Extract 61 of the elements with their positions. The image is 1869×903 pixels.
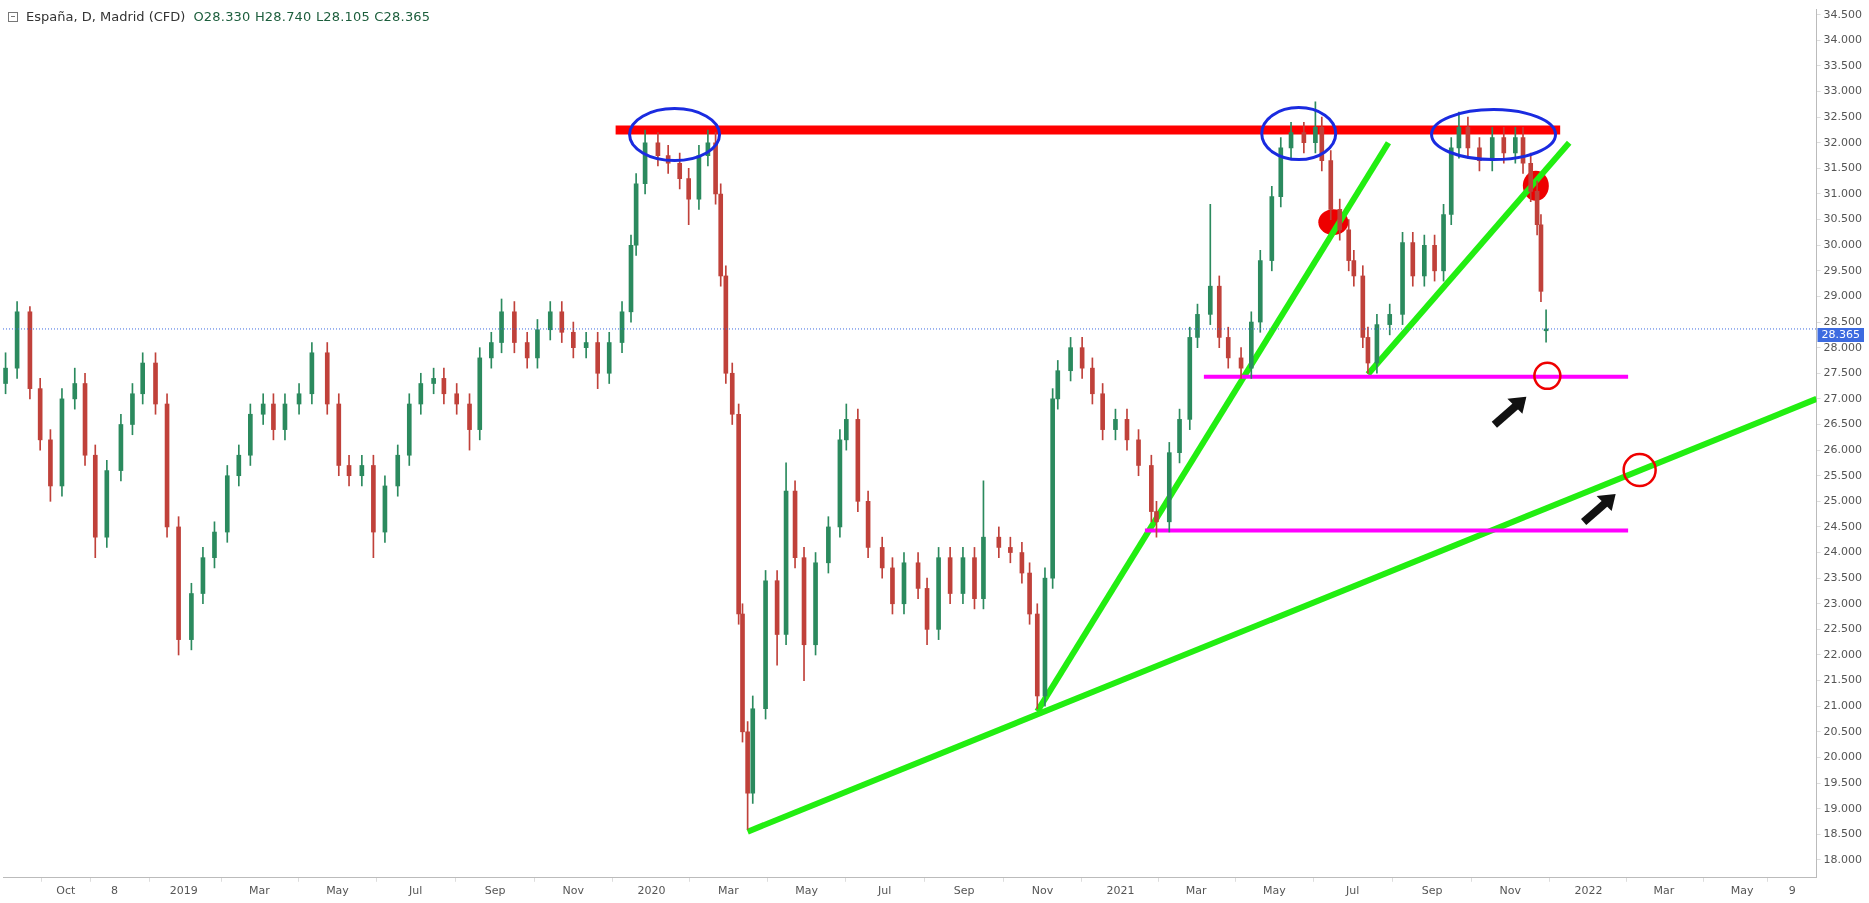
y-tick-label: 30.000 xyxy=(1823,238,1863,252)
y-tick-label: 31.000 xyxy=(1823,186,1863,200)
x-tick-label: May xyxy=(795,884,819,898)
y-tick-label: 18.000 xyxy=(1823,852,1863,866)
x-tick-label: 2021 xyxy=(1106,884,1135,898)
x-tick-label: Mar xyxy=(248,884,271,898)
y-tick-label: 28.500 xyxy=(1823,314,1863,328)
x-tick-label: Mar xyxy=(718,884,740,898)
y-tick-label: 27.500 xyxy=(1823,366,1863,380)
y-tick-label: 26.000 xyxy=(1823,442,1863,456)
x-tick-label: 8 xyxy=(111,884,118,898)
x-tick-label: May xyxy=(1730,884,1755,898)
y-tick-label: 20.000 xyxy=(1823,750,1863,764)
y-tick-label: 24.500 xyxy=(1823,519,1863,533)
ref-line-label: 28.365 xyxy=(1821,327,1861,341)
x-tick-label: 2019 xyxy=(169,884,198,898)
x-tick-label: May xyxy=(326,884,350,898)
x-tick-label: Jul xyxy=(1344,884,1360,898)
x-tick-label: Jul xyxy=(408,884,423,898)
x-tick-label: Mar xyxy=(1185,884,1208,898)
x-tick-label: 2022 xyxy=(1574,884,1603,898)
y-tick-label: 24.000 xyxy=(1823,545,1863,559)
y-tick-label: 20.500 xyxy=(1823,724,1863,738)
y-tick-label: 21.000 xyxy=(1823,699,1863,713)
y-tick-label: 21.500 xyxy=(1823,673,1863,687)
y-tick-label: 25.000 xyxy=(1823,494,1863,508)
y-tick-label: 29.500 xyxy=(1823,263,1863,277)
y-tick-label: 30.500 xyxy=(1823,212,1863,226)
x-tick-label: Nov xyxy=(1031,884,1054,898)
y-tick-label: 29.000 xyxy=(1823,289,1863,303)
x-tick-label: Jul xyxy=(877,884,892,898)
y-tick-label: 32.000 xyxy=(1823,135,1863,149)
y-tick-label: 19.500 xyxy=(1823,775,1863,789)
y-tick-label: 32.500 xyxy=(1823,110,1863,124)
y-tick-label: 25.500 xyxy=(1823,468,1863,482)
y-tick-label: 19.000 xyxy=(1823,801,1863,815)
y-tick-label: 18.500 xyxy=(1823,827,1863,841)
y-tick-label: 23.500 xyxy=(1823,571,1863,585)
x-tick-label: Mar xyxy=(1653,884,1675,898)
x-tick-label: Sep xyxy=(1421,884,1443,898)
y-tick-label: 22.000 xyxy=(1823,647,1863,661)
y-tick-label: 26.500 xyxy=(1823,417,1863,431)
y-tick-label: 34.000 xyxy=(1823,33,1863,47)
y-tick-label: 34.500 xyxy=(1823,7,1863,21)
y-tick-label: 31.500 xyxy=(1823,161,1863,175)
y-tick-label: 33.000 xyxy=(1823,84,1863,98)
x-tick-label: Nov xyxy=(1499,884,1522,898)
x-tick-label: 9 xyxy=(1788,884,1796,898)
x-tick-label: Nov xyxy=(562,884,585,898)
y-tick-label: 22.500 xyxy=(1823,622,1863,636)
y-tick-label: 28.000 xyxy=(1823,340,1863,354)
y-tick-label: 33.500 xyxy=(1823,58,1863,72)
annotation: O28.330 H28.740 L28.105 C28.365 xyxy=(193,9,431,24)
x-tick-label: Sep xyxy=(953,884,975,898)
y-tick-label: 27.000 xyxy=(1823,391,1863,405)
x-tick-label: Sep xyxy=(484,884,506,898)
x-tick-label: May xyxy=(1263,884,1287,898)
y-tick-label: 23.000 xyxy=(1823,596,1863,610)
chart-title: España, D, Madrid (CFD) xyxy=(26,9,186,24)
x-tick-label: Oct xyxy=(56,884,76,898)
x-tick-label: 2020 xyxy=(637,884,666,898)
